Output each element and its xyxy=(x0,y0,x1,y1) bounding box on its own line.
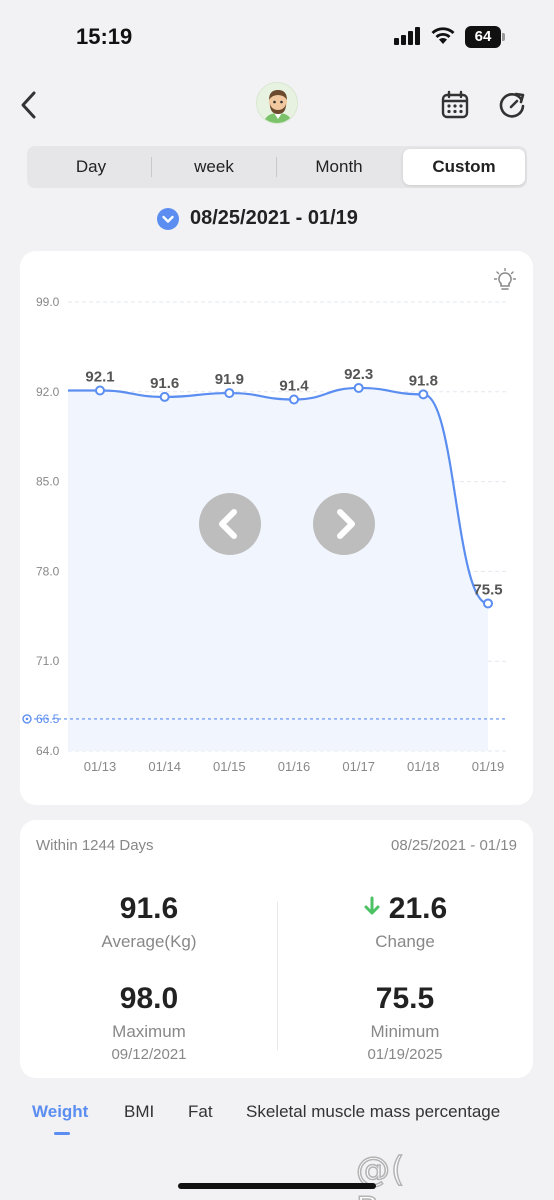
weight-chart: 99.0 92.0 85.0 78.0 71.0 64.0 66.5 92.1 01/13 91.… xyxy=(22,295,508,774)
home-indicator[interactable] xyxy=(178,1183,376,1189)
stats-date-range: 08/25/2021 - 01/19 xyxy=(391,837,517,854)
maximum-value: 98.0 xyxy=(119,982,179,1015)
next-period-button[interactable] xyxy=(313,493,375,555)
tab-weight[interactable]: Weight xyxy=(32,1102,89,1121)
area-fill xyxy=(68,387,488,751)
status-bar: 15:19 64 xyxy=(0,0,554,72)
top-nav xyxy=(0,78,554,132)
date-range-text: 08/25/2021 - 01/19 xyxy=(190,207,358,229)
data-label: 92.1 xyxy=(85,369,114,386)
maximum-stat: 98.0 Maximum 09/12/2021 xyxy=(39,982,259,1063)
minimum-value: 75.5 xyxy=(375,982,435,1015)
x-tick-label: 01/16 xyxy=(278,759,311,774)
data-point xyxy=(224,388,235,399)
refresh-icon[interactable] xyxy=(496,90,528,120)
battery-icon: 64 xyxy=(465,26,505,48)
minimum-stat: 75.5 Minimum 01/19/2025 xyxy=(295,982,515,1063)
minimum-label: Minimum xyxy=(370,1022,440,1041)
average-value: 91.6 xyxy=(119,892,179,925)
data-point xyxy=(159,391,170,402)
user-avatar[interactable] xyxy=(256,82,298,124)
back-arrow-icon[interactable] xyxy=(14,88,44,122)
change-value: 21.6 xyxy=(388,892,448,925)
data-label: 91.8 xyxy=(409,372,438,389)
x-tick-label: 01/14 xyxy=(148,759,181,774)
data-point xyxy=(483,598,493,609)
stats-summary-card: Within 1244 Days 08/25/2021 - 01/19 91.6… xyxy=(20,820,533,1078)
x-tick-label: 01/18 xyxy=(407,759,440,774)
tab-custom[interactable]: Custom xyxy=(403,149,525,185)
previous-period-button[interactable] xyxy=(199,493,261,555)
y-tick-label: 64.0 xyxy=(36,744,60,758)
weight-chart-card: 99.0 92.0 85.0 78.0 71.0 64.0 66.5 92.1 01/13 91.… xyxy=(20,251,533,805)
calendar-icon[interactable] xyxy=(440,90,470,120)
tab-month[interactable]: Month xyxy=(315,157,363,176)
x-tick-label: 01/19 xyxy=(472,759,505,774)
data-label: 92.3 xyxy=(344,366,373,383)
wifi-icon xyxy=(431,27,455,44)
target-label: 66.5 xyxy=(36,712,60,726)
tab-skeletal-muscle[interactable]: Skeletal muscle mass percentage xyxy=(246,1102,501,1121)
avatar-face-icon xyxy=(257,83,297,123)
change-stat: 21.6 Change xyxy=(295,892,515,952)
x-tick-label: 01/13 xyxy=(84,759,117,774)
chevron-left-icon xyxy=(219,509,237,539)
data-point xyxy=(289,394,299,405)
x-tick-label: 01/15 xyxy=(213,759,246,774)
data-label: 91.4 xyxy=(279,377,309,394)
y-tick-label: 99.0 xyxy=(36,295,60,309)
chevron-down-icon[interactable] xyxy=(157,208,179,230)
data-label: 75.5 xyxy=(473,581,502,598)
tab-bmi[interactable]: BMI xyxy=(124,1102,155,1121)
minimum-date: 01/19/2025 xyxy=(367,1046,443,1063)
status-time: 15:19 xyxy=(76,24,133,49)
tab-day[interactable]: Day xyxy=(75,157,107,176)
active-tab-indicator xyxy=(54,1132,70,1135)
target-marker-dot xyxy=(25,717,29,721)
x-tick-label: 01/17 xyxy=(342,759,375,774)
tab-week[interactable]: week xyxy=(194,157,234,176)
data-label: 91.6 xyxy=(150,375,179,392)
y-tick-label: 71.0 xyxy=(36,654,60,668)
change-label: Change xyxy=(375,932,435,951)
date-range-selector[interactable]: 08/25/2021 - 01/19 xyxy=(0,204,554,234)
lightbulb-icon[interactable] xyxy=(494,268,516,292)
maximum-date: 09/12/2021 xyxy=(111,1046,187,1063)
chevron-right-icon xyxy=(337,509,355,539)
average-label: Average(Kg) xyxy=(101,932,197,951)
y-tick-label: 92.0 xyxy=(36,385,60,399)
tab-fat[interactable]: Fat xyxy=(188,1102,213,1121)
watermark: @( Bazos.cz xyxy=(355,1149,511,1200)
cellular-signal-icon xyxy=(394,27,420,45)
period-tabs: Day week Month Custom xyxy=(27,146,527,188)
target-marker xyxy=(22,714,32,724)
data-point xyxy=(95,385,105,396)
average-stat: 91.6 Average(Kg) xyxy=(39,892,259,952)
battery-level: 64 xyxy=(465,26,501,48)
data-point xyxy=(418,389,429,400)
down-arrow-icon xyxy=(364,896,380,915)
y-tick-label: 85.0 xyxy=(36,475,60,489)
within-days-label: Within 1244 Days xyxy=(36,837,154,854)
data-label: 91.9 xyxy=(215,371,244,388)
data-point xyxy=(353,382,364,393)
metric-tabs: Weight BMI Fat Skeletal muscle mass perc… xyxy=(0,1098,554,1138)
y-tick-label: 78.0 xyxy=(36,564,60,578)
maximum-label: Maximum xyxy=(112,1022,186,1041)
